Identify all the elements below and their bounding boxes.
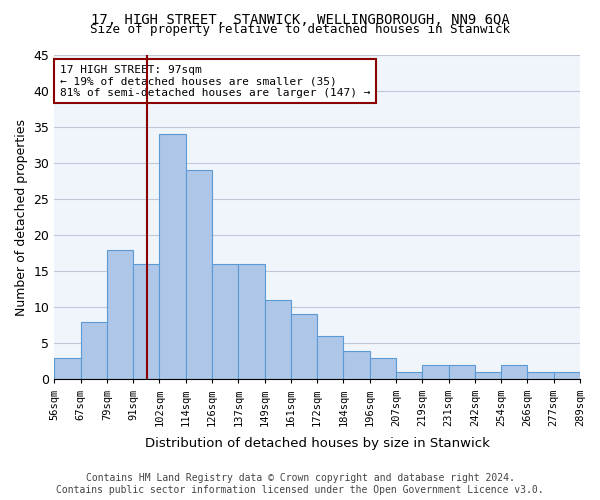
Bar	[317, 336, 343, 380]
Bar	[265, 300, 291, 380]
Bar	[133, 264, 160, 380]
Y-axis label: Number of detached properties: Number of detached properties	[15, 118, 28, 316]
Bar	[501, 365, 527, 380]
Bar	[186, 170, 212, 380]
Bar	[343, 350, 370, 380]
Bar	[238, 264, 265, 380]
Bar	[449, 365, 475, 380]
Bar	[291, 314, 317, 380]
Bar	[80, 322, 107, 380]
Bar	[212, 264, 238, 380]
Bar	[554, 372, 580, 380]
Bar	[475, 372, 501, 380]
Bar	[107, 250, 133, 380]
Text: 17, HIGH STREET, STANWICK, WELLINGBOROUGH, NN9 6QA: 17, HIGH STREET, STANWICK, WELLINGBOROUG…	[91, 12, 509, 26]
Bar	[160, 134, 186, 380]
Bar	[527, 372, 554, 380]
Text: Size of property relative to detached houses in Stanwick: Size of property relative to detached ho…	[90, 22, 510, 36]
Text: Contains HM Land Registry data © Crown copyright and database right 2024.
Contai: Contains HM Land Registry data © Crown c…	[56, 474, 544, 495]
Text: 17 HIGH STREET: 97sqm
← 19% of detached houses are smaller (35)
81% of semi-deta: 17 HIGH STREET: 97sqm ← 19% of detached …	[59, 64, 370, 98]
Bar	[370, 358, 396, 380]
Bar	[396, 372, 422, 380]
X-axis label: Distribution of detached houses by size in Stanwick: Distribution of detached houses by size …	[145, 437, 490, 450]
Bar	[422, 365, 449, 380]
Bar	[54, 358, 80, 380]
